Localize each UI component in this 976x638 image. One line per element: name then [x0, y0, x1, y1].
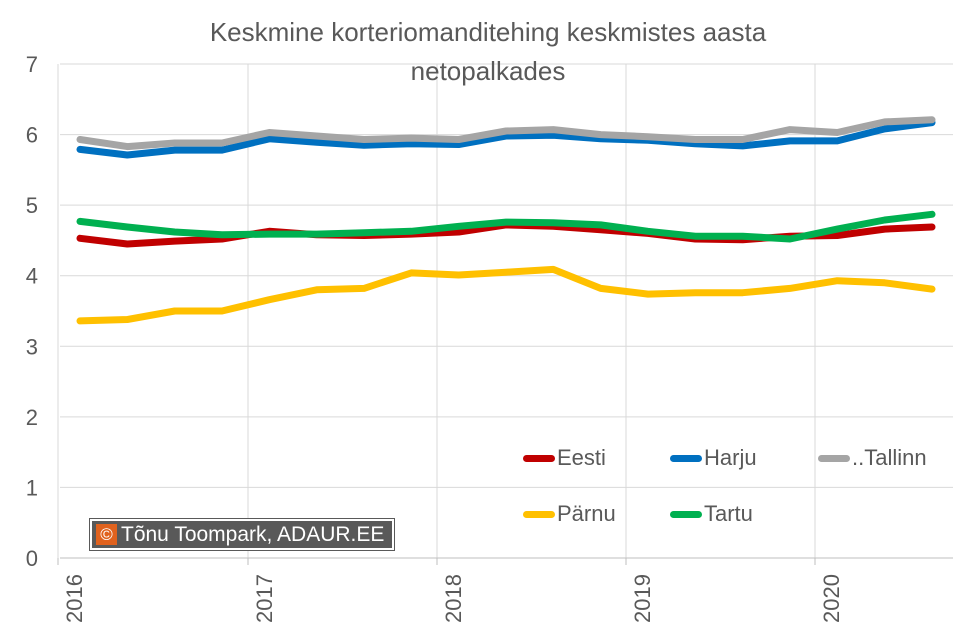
y-tick-label: 6 [26, 123, 38, 148]
legend-label: Tartu [704, 501, 753, 526]
series-line-harju [76, 119, 936, 159]
series-lines [76, 116, 936, 325]
x-tick-label: 2017 [252, 574, 277, 623]
axes: 0 1 2 3 4 5 6 7 2016 2017 2018 2019 2020 [26, 52, 953, 623]
legend-item-tallinn: ..Tallinn [818, 443, 927, 473]
legend-item-harju: Harju [670, 443, 757, 473]
series-line-tartu [76, 210, 936, 243]
copyright-icon: © [96, 524, 117, 545]
legend-item-tartu: Tartu [670, 499, 753, 529]
chart-title-line-1: Keskmine korteriomanditehing keskmistes … [209, 17, 767, 47]
legend-swatch [818, 454, 850, 462]
x-tick-label: 2020 [819, 574, 844, 623]
legend-item-parnu: Pärnu [523, 499, 616, 529]
series-line-tallinn [76, 116, 936, 151]
x-tick-label: 2019 [630, 574, 655, 623]
x-tick-label: 2016 [62, 574, 87, 623]
legend-item-eesti: Eesti [523, 443, 606, 473]
legend-swatch [523, 510, 555, 518]
series-line-prnu [76, 265, 936, 325]
legend-label: Eesti [557, 445, 606, 470]
legend-label: Pärnu [557, 501, 616, 526]
y-tick-label: 4 [26, 264, 38, 289]
y-tick-label: 5 [26, 193, 38, 218]
legend-label: Harju [704, 445, 757, 470]
legend-swatch [670, 454, 702, 462]
copyright-text: Tõnu Toompark, ADAUR.EE [121, 522, 385, 546]
chart-title-line-2: netopalkades [410, 56, 566, 86]
y-tick-label: 0 [26, 546, 38, 571]
copyright-badge: © Tõnu Toompark, ADAUR.EE [88, 518, 396, 551]
legend-label: ..Tallinn [852, 445, 927, 470]
legend-swatch [670, 510, 702, 518]
y-tick-label: 3 [26, 334, 38, 359]
y-tick-label: 7 [26, 52, 38, 77]
legend-swatch [523, 454, 555, 462]
x-tick-label: 2018 [441, 574, 466, 623]
y-tick-label: 2 [26, 405, 38, 430]
y-tick-label: 1 [26, 475, 38, 500]
